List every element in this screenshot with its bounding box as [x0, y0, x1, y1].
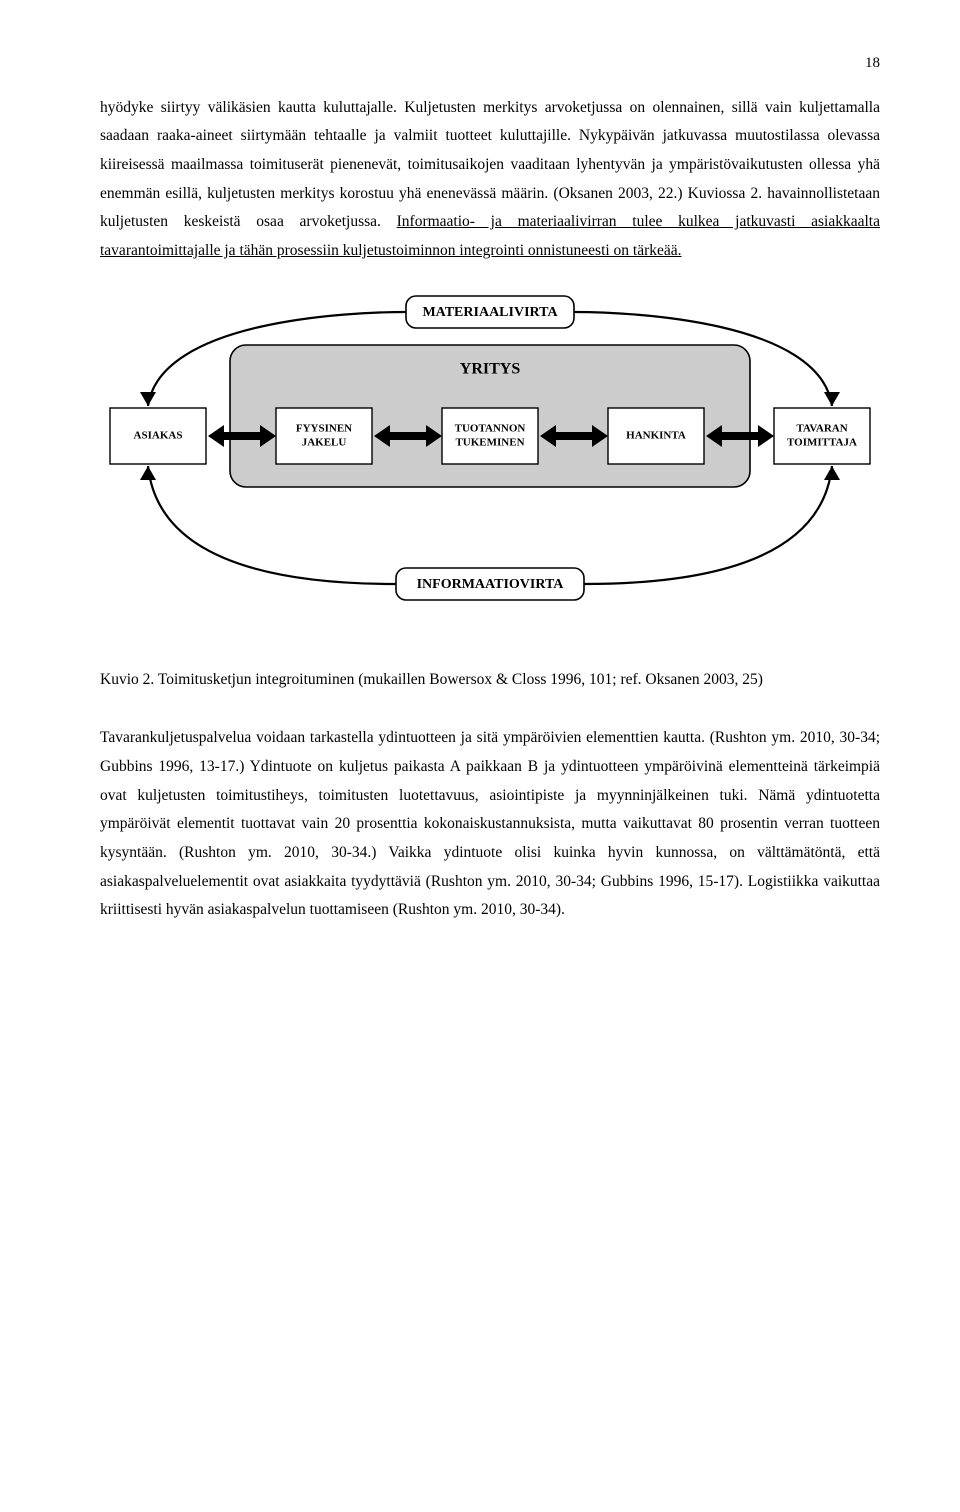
node-tavaran-toimittaja: TAVARAN TOIMITTAJA	[774, 408, 870, 464]
svg-text:TOIMITTAJA: TOIMITTAJA	[787, 436, 857, 448]
svg-text:ASIAKAS: ASIAKAS	[134, 429, 183, 441]
paragraph-2: Tavarankuljetuspalvelua voidaan tarkaste…	[100, 724, 880, 925]
bottom-label-informaatiovirta: INFORMAATIOVIRTA	[396, 568, 584, 600]
node-fyysinen-jakelu: FYYSINEN JAKELU	[276, 408, 372, 464]
node-tuotannon-tukeminen: TUOTANNON TUKEMINEN	[442, 408, 538, 464]
svg-text:HANKINTA: HANKINTA	[626, 429, 686, 441]
svg-text:TAVARAN: TAVARAN	[796, 422, 847, 434]
top-label-text: MATERIAALIVIRTA	[422, 305, 558, 320]
supply-chain-diagram: MATERIAALIVIRTA YRITYS ASIAKAS FYYSINEN …	[100, 290, 880, 630]
para1-text: hyödyke siirtyy välikäsien kautta kulutt…	[100, 99, 880, 231]
node-hankinta: HANKINTA	[608, 408, 704, 464]
bottom-label-text: INFORMAATIOVIRTA	[417, 577, 565, 592]
paragraph-1: hyödyke siirtyy välikäsien kautta kulutt…	[100, 94, 880, 266]
page-number: 18	[100, 50, 880, 78]
svg-text:TUOTANNON: TUOTANNON	[455, 422, 526, 434]
svg-text:TUKEMINEN: TUKEMINEN	[455, 436, 524, 448]
company-label: YRITYS	[460, 360, 521, 377]
top-label-materiaalivirta: MATERIAALIVIRTA	[406, 296, 574, 328]
svg-text:FYYSINEN: FYYSINEN	[296, 422, 352, 434]
node-asiakas: ASIAKAS	[110, 408, 206, 464]
figure-caption: Kuvio 2. Toimitusketjun integroituminen …	[100, 666, 880, 695]
svg-text:JAKELU: JAKELU	[302, 436, 347, 448]
diagram-svg: MATERIAALIVIRTA YRITYS ASIAKAS FYYSINEN …	[100, 290, 880, 630]
